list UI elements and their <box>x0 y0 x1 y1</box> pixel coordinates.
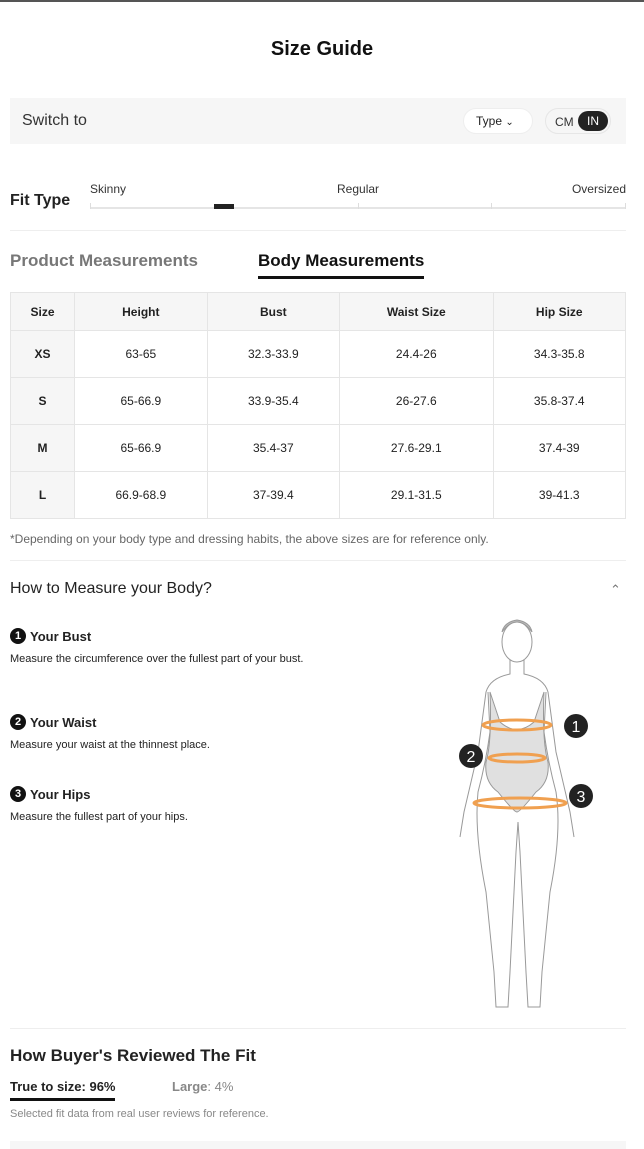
marker-1 <box>564 714 588 738</box>
page-title: Size Guide <box>270 38 374 60</box>
header-cell: Hip Size <box>492 292 626 331</box>
marker-3-label: 3 <box>577 789 586 806</box>
unit-toggle[interactable]: CM IN <box>545 108 611 134</box>
fit-marker <box>214 204 234 209</box>
divider <box>10 1028 626 1029</box>
value-cell: 33.9-35.4 <box>206 377 341 425</box>
fit-type-label: Fit Type <box>10 192 71 209</box>
tab-true-to-size[interactable]: True to size: 96% <box>10 1079 116 1101</box>
divider <box>10 560 626 561</box>
figure-labels: 1 2 3 <box>459 714 593 808</box>
step-text: Measure the fullest part of your hips. <box>10 811 188 823</box>
reviews-note: Selected fit data from real user reviews… <box>10 1108 269 1120</box>
fit-regular: Regular <box>337 182 380 196</box>
header-cell: Bust <box>206 292 341 331</box>
large-label: Large <box>172 1079 208 1094</box>
fit-tick <box>358 203 359 209</box>
step-title: Your Bust <box>30 628 92 644</box>
chevron-down-icon: ⌄ <box>505 117 514 128</box>
reviews-title: How Buyer's Reviewed The Fit <box>10 1046 256 1065</box>
divider <box>10 230 626 231</box>
body-figure-illustration: 1 2 3 <box>459 619 593 1008</box>
tab-body-measurements[interactable]: Body Measurements <box>258 251 425 279</box>
size-cell: XS <box>9 330 76 378</box>
step-hips: 3 Your Hips Measure the fullest part of y… <box>10 786 310 824</box>
step-bust: 1 Your Bust Measure the circumference ove… <box>10 628 310 666</box>
large-value: : 4% <box>207 1079 234 1094</box>
value-cell: 65-66.9 <box>74 424 208 472</box>
size-cell: L <box>9 471 76 519</box>
fit-tick <box>491 203 492 209</box>
number-1-icon: 1 <box>10 628 26 644</box>
reviews-table-top <box>10 1141 626 1149</box>
header-cell: Size <box>9 292 76 331</box>
size-cell: M <box>9 424 76 472</box>
how-to-measure-title[interactable]: How to Measure your Body? <box>10 580 212 597</box>
value-cell: 37.4-39 <box>492 424 626 472</box>
tab-large[interactable]: Large: 4% <box>172 1079 233 1094</box>
header-cell: Waist Size <box>339 292 494 331</box>
marker-2 <box>459 744 483 768</box>
table-row: L 66.9-68.9 37-39.4 29.1-31.5 39-41.3 <box>9 471 626 519</box>
table-row: M 65-66.9 35.4-37 27.6-29.1 37.4-39 <box>9 424 626 472</box>
size-table: Size Height Bust Waist Size Hip Size XS 6… <box>9 292 626 519</box>
chevron-up-icon[interactable]: ⌃ <box>610 582 621 597</box>
unit-in[interactable]: IN <box>578 111 608 131</box>
value-cell: 63-65 <box>74 330 208 378</box>
value-cell: 24.4-26 <box>339 330 494 378</box>
value-cell: 65-66.9 <box>74 377 208 425</box>
step-title: Your Waist <box>30 714 97 730</box>
fit-oversized: Oversized <box>571 182 626 196</box>
step-waist: 2 Your Waist Measure your waist at the th… <box>10 714 310 752</box>
type-label: Type <box>476 114 503 128</box>
tab-product-measurements[interactable]: Product Measurements <box>10 251 198 270</box>
value-cell: 27.6-29.1 <box>339 424 494 472</box>
marker-2-label: 2 <box>467 749 476 766</box>
header-cell: Height <box>74 292 208 331</box>
switch-label: Switch to <box>22 112 87 129</box>
step-text: Measure the circumference over the fulle… <box>10 653 304 665</box>
value-cell: 39-41.3 <box>492 471 626 519</box>
fit-tick <box>90 203 91 209</box>
unit-cm[interactable]: CM <box>555 115 574 129</box>
fit-skinny: Skinny <box>90 182 127 196</box>
fit-tick <box>625 203 626 209</box>
marker-3 <box>569 784 593 808</box>
value-cell: 34.3-35.8 <box>492 330 626 378</box>
value-cell: 35.4-37 <box>206 424 341 472</box>
value-cell: 37-39.4 <box>206 471 341 519</box>
value-cell: 29.1-31.5 <box>339 471 494 519</box>
size-cell: S <box>9 377 76 425</box>
reference-note: *Depending on your body type and dressin… <box>10 532 489 546</box>
table-row: S 65-66.9 33.9-35.4 26-27.6 35.8-37.4 <box>9 377 626 425</box>
value-cell: 66.9-68.9 <box>74 471 208 519</box>
table-header: Size Height Bust Waist Size Hip Size <box>9 292 626 331</box>
step-title: Your Hips <box>30 786 91 802</box>
step-text: Measure your waist at the thinnest place… <box>10 739 210 751</box>
switch-bar: Switch to Type ⌄ CM IN <box>10 98 626 144</box>
number-3-icon: 3 <box>10 786 26 802</box>
value-cell: 26-27.6 <box>339 377 494 425</box>
value-cell: 32.3-33.9 <box>206 330 341 378</box>
table-row: XS 63-65 32.3-33.9 24.4-26 34.3-35.8 <box>9 330 626 378</box>
type-dropdown[interactable]: Type ⌄ <box>463 108 533 134</box>
number-2-icon: 2 <box>10 714 26 730</box>
value-cell: 35.8-37.4 <box>492 377 626 425</box>
marker-1-label: 1 <box>572 719 581 736</box>
